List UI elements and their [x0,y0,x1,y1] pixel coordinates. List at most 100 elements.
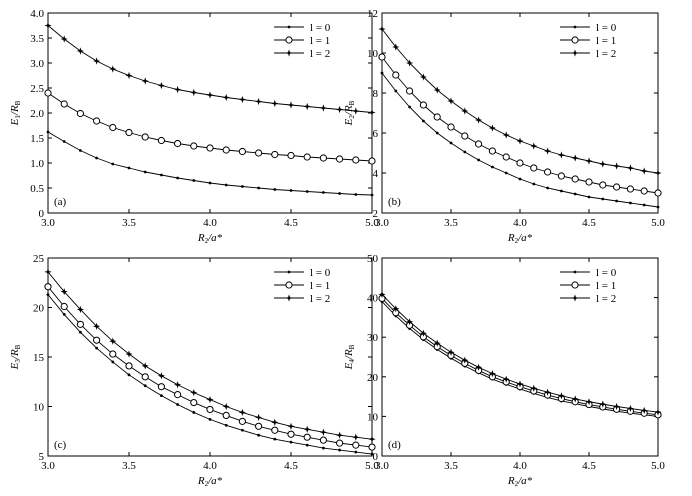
data-point [368,157,376,165]
series-line [47,286,373,448]
series-line [381,298,659,416]
data-point [378,53,386,61]
data-point [60,288,68,296]
data-point [613,183,621,191]
data-point [60,100,68,108]
data-point [93,57,101,65]
x-axis-label: R2/a* [507,232,533,245]
data-point [557,172,566,180]
data-point [626,185,635,193]
data-point [322,446,325,450]
data-point [352,433,360,441]
data-point [157,81,165,90]
y-tick-label: 2.5 [30,83,44,95]
y-tick-label: 2 [373,208,379,220]
data-point [44,268,52,276]
data-point [93,322,101,330]
data-point [157,383,165,391]
x-tick-label: 4.0 [203,217,217,229]
data-point [93,117,101,125]
axis-label-part: /R [343,105,355,116]
data-point [544,388,552,396]
data-point [654,189,662,197]
data-point [95,346,98,350]
data-point [560,189,563,193]
x-tick-label: 3.5 [444,460,458,472]
x-tick-label: 4.5 [582,460,596,472]
data-point [125,362,133,370]
data-point [141,77,149,85]
legend-marker [573,270,577,274]
data-point [319,436,327,444]
data-point [585,398,593,406]
x-tick-label: 3.5 [122,217,136,229]
data-point [640,406,648,415]
y-tick-label: 1.5 [30,133,44,145]
data-point [419,101,427,109]
data-point [530,164,538,172]
data-point [336,431,344,439]
data-point [354,450,358,454]
y-tick-label: 25 [33,253,45,265]
legend-label: l = 2 [310,293,330,305]
data-point [176,176,180,180]
y-tick-label: 6 [373,128,379,140]
data-point [255,149,263,157]
data-point [287,101,295,109]
axis-label-part: B [348,100,356,105]
data-point [475,363,483,371]
x-tick-label: 3.5 [122,460,136,472]
data-point [174,391,182,399]
axis-label-part: R [507,232,515,244]
data-point [62,313,66,316]
data-point [174,139,182,148]
data-point [125,128,133,137]
legend-label: l = 1 [596,35,616,47]
data-point [222,402,230,411]
data-point [44,21,52,30]
data-point [585,178,593,186]
data-point [111,162,115,166]
legend-label: l = 0 [310,267,331,279]
x-tick-label: 3.0 [375,217,389,229]
x-tick-label: 3.5 [444,217,458,229]
data-point [141,373,149,381]
axis-label-part: /R [9,349,21,360]
legend-marker [285,49,293,57]
data-point [488,124,496,132]
data-point [422,119,425,123]
y-tick-label: 0 [39,208,45,220]
data-point [461,356,469,364]
data-point [368,435,376,443]
data-point [461,107,469,115]
data-point [93,336,101,344]
data-point [241,428,244,432]
x-tick-label: 5.0 [365,460,379,472]
data-point [79,149,82,152]
data-point [190,398,198,407]
data-point [176,403,180,406]
axis-label-part: E [9,118,21,126]
data-point [435,131,439,135]
data-point [447,348,455,356]
data-point [502,375,510,383]
data-point [516,380,524,388]
data-point [354,193,358,196]
legend-label: l = 0 [310,22,331,34]
y-tick-label: 40 [367,293,379,305]
data-point [322,191,325,194]
x-tick-label: 5.0 [651,460,665,472]
y-tick-label: 3.0 [30,58,44,70]
data-point [392,43,400,51]
data-point [336,439,344,447]
axis-label-part: E [9,362,21,370]
data-point [62,140,66,143]
data-point [336,155,344,163]
data-point [289,189,293,192]
data-point [143,384,147,388]
axis-label-part: R [507,475,515,487]
y-axis-label: E4/RB [343,344,356,370]
data-point [76,320,85,328]
axis-label-part: /a* [517,232,533,244]
data-point [241,185,244,188]
